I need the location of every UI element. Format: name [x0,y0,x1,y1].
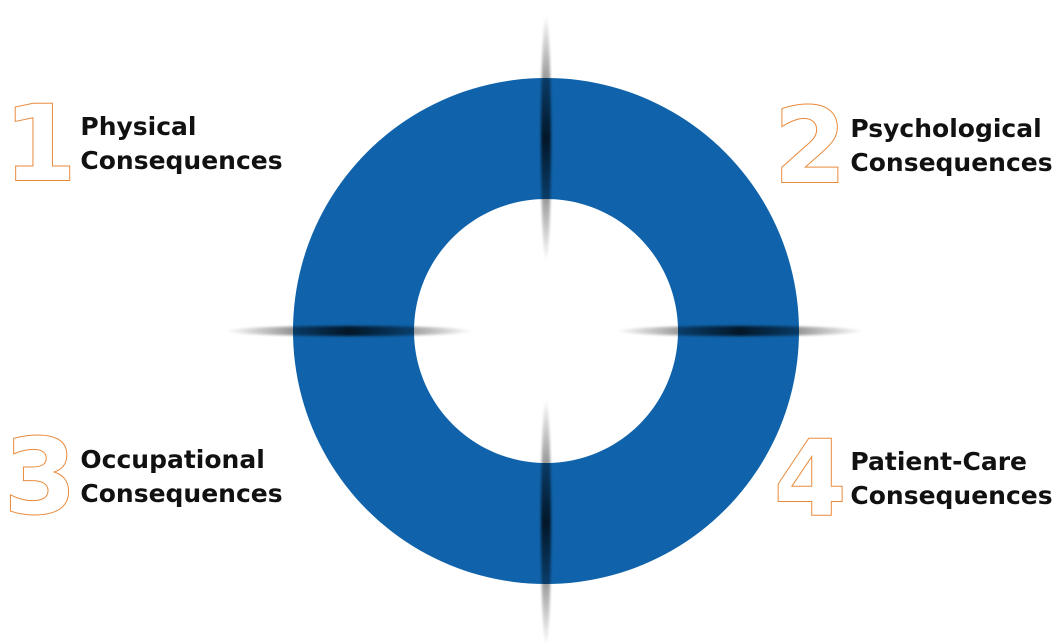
quadrant-label-line2: Consequences [80,146,283,175]
quadrant-number: 4 [773,418,847,540]
quadrant-number: 3 [3,416,77,538]
quadrant-label-line2: Consequences [850,148,1053,177]
quadrant-3: 3 Occupational Consequences [3,416,283,538]
divider-top [541,14,551,262]
quadrant-label-line1: Patient-Care [850,447,1027,476]
ring-shape [292,78,799,584]
divider-right [616,326,864,336]
quadrant-label: Physical Consequences [80,110,282,178]
quadrant-label-line1: Physical [80,112,197,141]
quadrant-label-line1: Occupational [80,445,265,474]
quadrant-label: Occupational Consequences [80,443,282,511]
quadrant-1: 1 Physical Consequences [3,83,283,205]
quadrant-2: 2 Psychological Consequences [773,85,1053,207]
quadrant-label-line1: Psychological [850,114,1042,143]
quadrant-label-line2: Consequences [850,481,1053,510]
quadrant-label-line2: Consequences [80,479,283,508]
quadrant-label: Patient-Care Consequences [850,445,1052,513]
quadrant-label: Psychological Consequences [850,112,1052,180]
divider-bottom [541,398,551,643]
quadrant-4: 4 Patient-Care Consequences [773,418,1053,540]
divider-left [225,326,473,336]
quadrant-number: 1 [3,83,77,205]
quadrant-number: 2 [773,85,847,207]
